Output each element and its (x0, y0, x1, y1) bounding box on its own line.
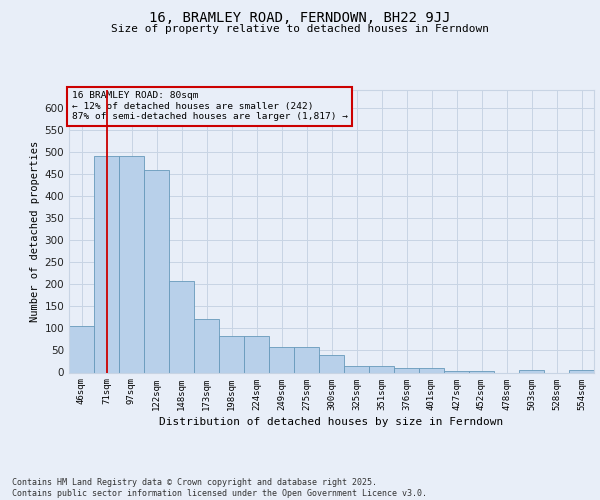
Bar (69, 326, 94, 372)
Text: Size of property relative to detached houses in Ferndown: Size of property relative to detached ho… (111, 24, 489, 34)
Bar (119, 156, 144, 372)
Bar (369, 366, 394, 372)
Bar (419, 368, 444, 372)
Bar (444, 370, 469, 372)
Bar (94, 156, 119, 372)
X-axis label: Distribution of detached houses by size in Ferndown: Distribution of detached houses by size … (160, 416, 503, 426)
Bar (219, 336, 244, 372)
Bar (144, 170, 169, 372)
Bar (294, 348, 319, 372)
Bar (344, 366, 369, 372)
Bar (469, 370, 494, 372)
Bar (194, 318, 219, 372)
Bar (519, 370, 544, 372)
Bar (319, 355, 344, 372)
Y-axis label: Number of detached properties: Number of detached properties (30, 140, 40, 322)
Bar (169, 281, 194, 372)
Bar (394, 368, 419, 372)
Bar (269, 348, 294, 372)
Text: 16, BRAMLEY ROAD, FERNDOWN, BH22 9JJ: 16, BRAMLEY ROAD, FERNDOWN, BH22 9JJ (149, 11, 451, 25)
Bar (569, 370, 594, 372)
Bar (244, 336, 269, 372)
Text: Contains HM Land Registry data © Crown copyright and database right 2025.
Contai: Contains HM Land Registry data © Crown c… (12, 478, 427, 498)
Text: 16 BRAMLEY ROAD: 80sqm
← 12% of detached houses are smaller (242)
87% of semi-de: 16 BRAMLEY ROAD: 80sqm ← 12% of detached… (71, 92, 347, 121)
